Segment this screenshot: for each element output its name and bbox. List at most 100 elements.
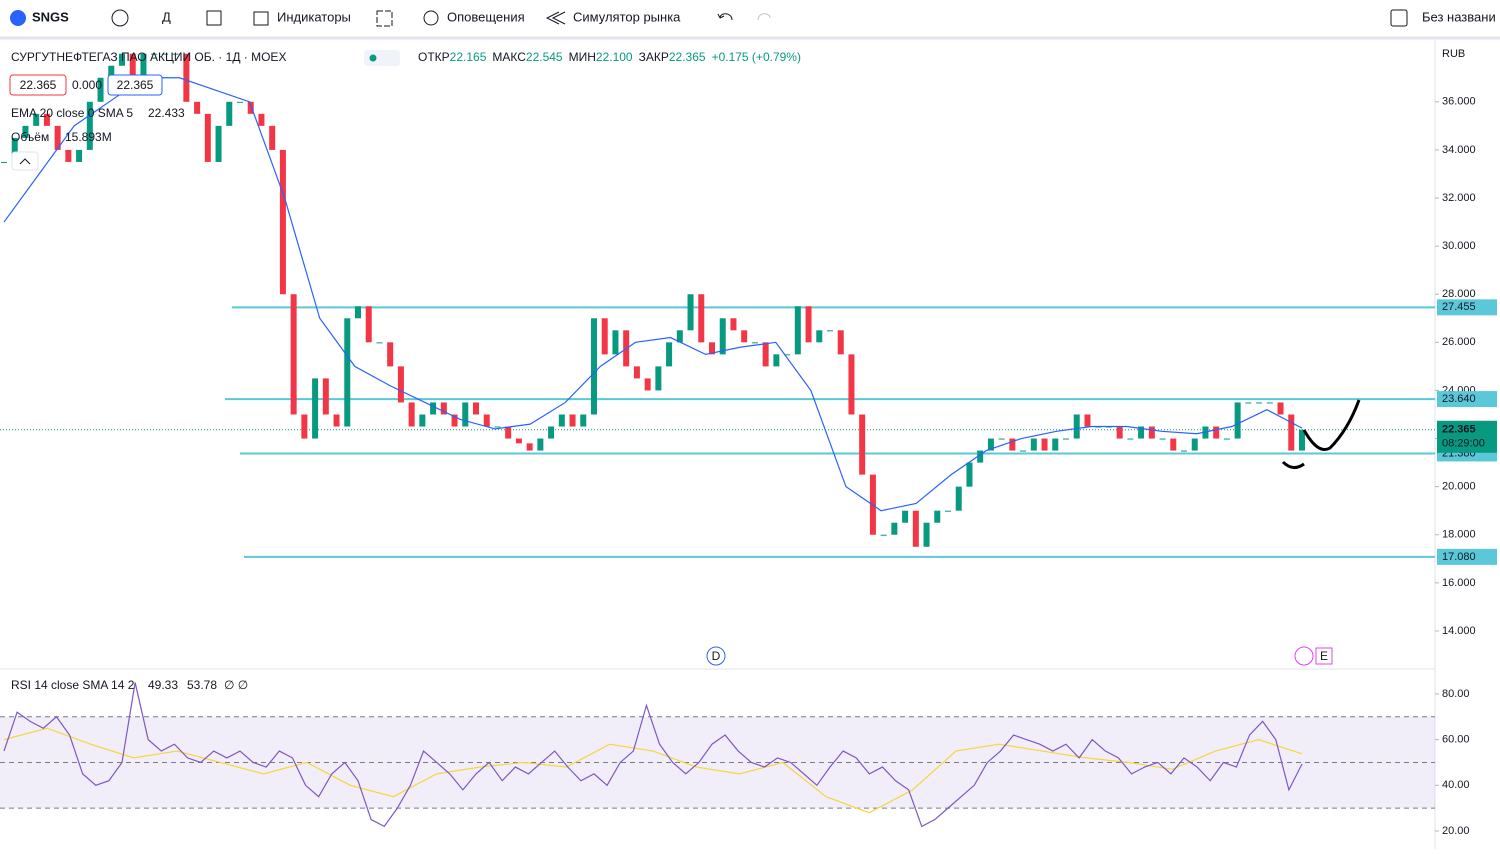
candle: [119, 53, 125, 66]
candle: [1084, 414, 1091, 427]
candle: [1148, 426, 1155, 439]
earnings-label[interactable]: E: [1320, 649, 1328, 663]
symbol-icon[interactable]: [10, 10, 26, 26]
candle: [290, 294, 297, 415]
candle: [730, 318, 737, 331]
candle: [1181, 450, 1187, 452]
candle: [269, 125, 276, 150]
level-badge: [1437, 391, 1497, 408]
toolbar: [0, 0, 1500, 38]
candle: [1063, 438, 1069, 440]
rsi-line: [3, 682, 1303, 828]
candle: [719, 318, 726, 355]
candle: [322, 378, 329, 415]
candle: [505, 426, 512, 439]
dividend-label[interactable]: D: [712, 649, 721, 663]
ask[interactable]: 22.365: [117, 78, 154, 92]
y-tick-label: 40.00: [1442, 779, 1470, 791]
low: 22.100: [596, 50, 633, 64]
candle: [751, 342, 758, 344]
candle: [1116, 426, 1123, 439]
legend-title: СУРГУТНЕФТЕГАЗ ПАО АКЦИИ ОБ. · 1Д · MOEX: [11, 50, 286, 64]
candle: [215, 125, 222, 162]
redo[interactable]: [757, 13, 771, 21]
earnings-marker[interactable]: [1315, 647, 1333, 665]
candle: [440, 402, 447, 415]
candle: [612, 330, 619, 355]
candle: [333, 414, 340, 427]
y-tick-label: 18.000: [1442, 529, 1476, 541]
indicators-icon[interactable]: [253, 11, 269, 26]
candle: [365, 306, 372, 343]
ema-label: EMA 20 close 0 SMA 5: [11, 106, 133, 120]
candle: [258, 113, 265, 126]
alerts[interactable]: Оповещения: [447, 9, 525, 24]
candle: [22, 125, 29, 138]
candle: [247, 101, 254, 114]
alerts-icon[interactable]: [423, 10, 439, 26]
level-badge: [1437, 299, 1497, 316]
indicators[interactable]: Индикаторы: [277, 9, 351, 24]
candle: [601, 318, 608, 355]
candle: [1170, 438, 1177, 451]
candle: [955, 486, 962, 511]
collapse-icon[interactable]: [19, 158, 31, 165]
split-marker[interactable]: [1294, 646, 1314, 666]
candle: [655, 366, 662, 391]
add-symbol[interactable]: [111, 9, 129, 27]
dividend-marker[interactable]: [706, 646, 726, 666]
candle: [312, 378, 319, 439]
candle: [237, 101, 243, 103]
candle: [1245, 402, 1252, 404]
undo[interactable]: [717, 13, 733, 21]
candle: [912, 510, 919, 547]
candle: [1020, 450, 1027, 452]
y-tick-label: 20.00: [1442, 825, 1470, 837]
layout-checkbox[interactable]: [1390, 9, 1408, 27]
candle: [86, 101, 93, 150]
last-price-badge: [1437, 420, 1497, 453]
rsi-sma-value: 53.78: [187, 678, 217, 692]
candle: [1277, 402, 1284, 415]
bid[interactable]: 22.365: [20, 78, 57, 92]
candle: [977, 450, 984, 463]
candle: [376, 342, 383, 344]
level-label: 17.080: [1442, 551, 1476, 563]
candle: [848, 354, 855, 415]
candle: [827, 330, 833, 332]
candle: [194, 101, 201, 114]
candle: [33, 113, 40, 126]
ask-box[interactable]: [107, 74, 163, 96]
layouts[interactable]: [376, 10, 393, 27]
candle: [580, 414, 587, 427]
candle: [473, 402, 479, 415]
candle: [891, 522, 898, 535]
open-label: ОТКР: [418, 50, 450, 64]
candle: [816, 330, 823, 343]
y-tick-label: 20.000: [1442, 481, 1476, 493]
layout-name[interactable]: Без названи: [1422, 9, 1496, 24]
currency[interactable]: RUB: [1442, 48, 1465, 60]
y-tick-label: 80.00: [1442, 688, 1470, 700]
chart-type[interactable]: [206, 10, 222, 26]
candle: [108, 65, 115, 78]
candle: [451, 414, 458, 427]
symbol[interactable]: SNGS: [32, 9, 69, 24]
y-tick-label: 28.000: [1442, 288, 1476, 300]
candle: [966, 462, 973, 487]
interval[interactable]: Д: [162, 9, 171, 24]
collapse-legend[interactable]: [11, 151, 39, 171]
bid-box[interactable]: [9, 74, 67, 96]
candle: [537, 438, 544, 451]
candle: [998, 438, 1005, 440]
candle: [526, 443, 533, 451]
y-tick-label: 32.000: [1442, 192, 1476, 204]
candle: [1288, 414, 1295, 451]
candle: [666, 342, 673, 367]
rsi-band: [0, 716, 1435, 809]
replay[interactable]: Симулятор рынка: [573, 9, 681, 24]
replay-icon[interactable]: [545, 11, 566, 25]
drawing: [1281, 460, 1305, 469]
candle: [151, 53, 158, 55]
legend: СУРГУТНЕФТЕГАЗ ПАО АКЦИИ ОБ. · 1Д · MOEX…: [9, 50, 1333, 692]
